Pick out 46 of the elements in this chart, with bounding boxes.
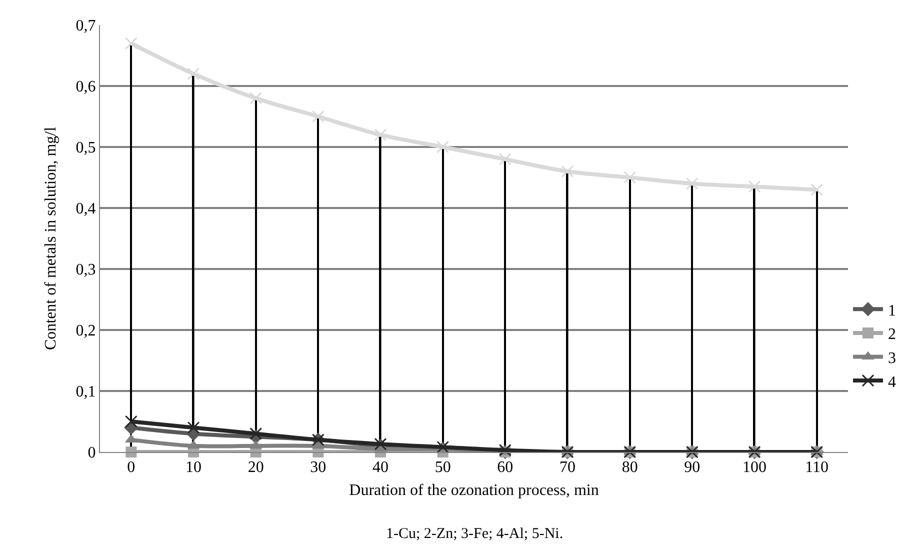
y-tick-label: 0,5 bbox=[76, 140, 96, 157]
x-tick-label: 0 bbox=[127, 459, 136, 476]
point bbox=[561, 165, 574, 178]
y-tick-label: 0,3 bbox=[76, 262, 96, 279]
point bbox=[374, 438, 387, 450]
point bbox=[124, 415, 138, 428]
point bbox=[374, 128, 387, 142]
legend-label: 4 bbox=[888, 374, 896, 391]
x-tick-label: 40 bbox=[372, 459, 388, 476]
x-tick-label: 100 bbox=[742, 459, 766, 476]
point bbox=[686, 177, 698, 190]
point bbox=[436, 440, 450, 454]
x-tick-label: 10 bbox=[186, 459, 202, 476]
point bbox=[312, 110, 324, 123]
x-axis-title: Duration of the ozonation process, min bbox=[349, 482, 599, 499]
y-tick-label: 0,1 bbox=[76, 384, 96, 401]
y-tick-label: 0 bbox=[88, 444, 96, 462]
x-tick-label: 90 bbox=[684, 459, 700, 476]
x-tick-label: 30 bbox=[310, 459, 326, 476]
point bbox=[187, 421, 200, 434]
x-tick-label: 110 bbox=[805, 459, 829, 476]
point bbox=[250, 427, 262, 440]
legend-label: 2 bbox=[888, 326, 896, 344]
point bbox=[436, 140, 450, 154]
x-tick-label: 70 bbox=[560, 459, 576, 476]
point bbox=[124, 37, 138, 50]
x-tick-label: 20 bbox=[248, 459, 264, 476]
point bbox=[498, 444, 512, 456]
point bbox=[187, 68, 200, 80]
x-tick-label: 50 bbox=[434, 459, 451, 476]
y-tick-label: 0,2 bbox=[76, 322, 96, 340]
x-tick-label: 60 bbox=[497, 459, 514, 476]
x-tick-label: 80 bbox=[622, 459, 638, 476]
text: 1-Cu; 2-Zn; 3-Fe; 4-Al; 5-Ni. bbox=[386, 526, 564, 542]
point bbox=[748, 180, 761, 193]
point bbox=[810, 183, 824, 196]
y-axis-title: Content of metals in solution, mg/l bbox=[42, 126, 60, 350]
point bbox=[624, 171, 636, 184]
y-tick-label: 0,6 bbox=[76, 78, 96, 96]
point bbox=[498, 152, 512, 166]
y-tick-label: 0,7 bbox=[76, 18, 96, 35]
legend-label: 1 bbox=[888, 302, 896, 320]
point bbox=[250, 92, 262, 104]
y-tick-label: 0,4 bbox=[76, 200, 96, 218]
point bbox=[126, 446, 137, 458]
legend-label: 3 bbox=[888, 350, 896, 367]
